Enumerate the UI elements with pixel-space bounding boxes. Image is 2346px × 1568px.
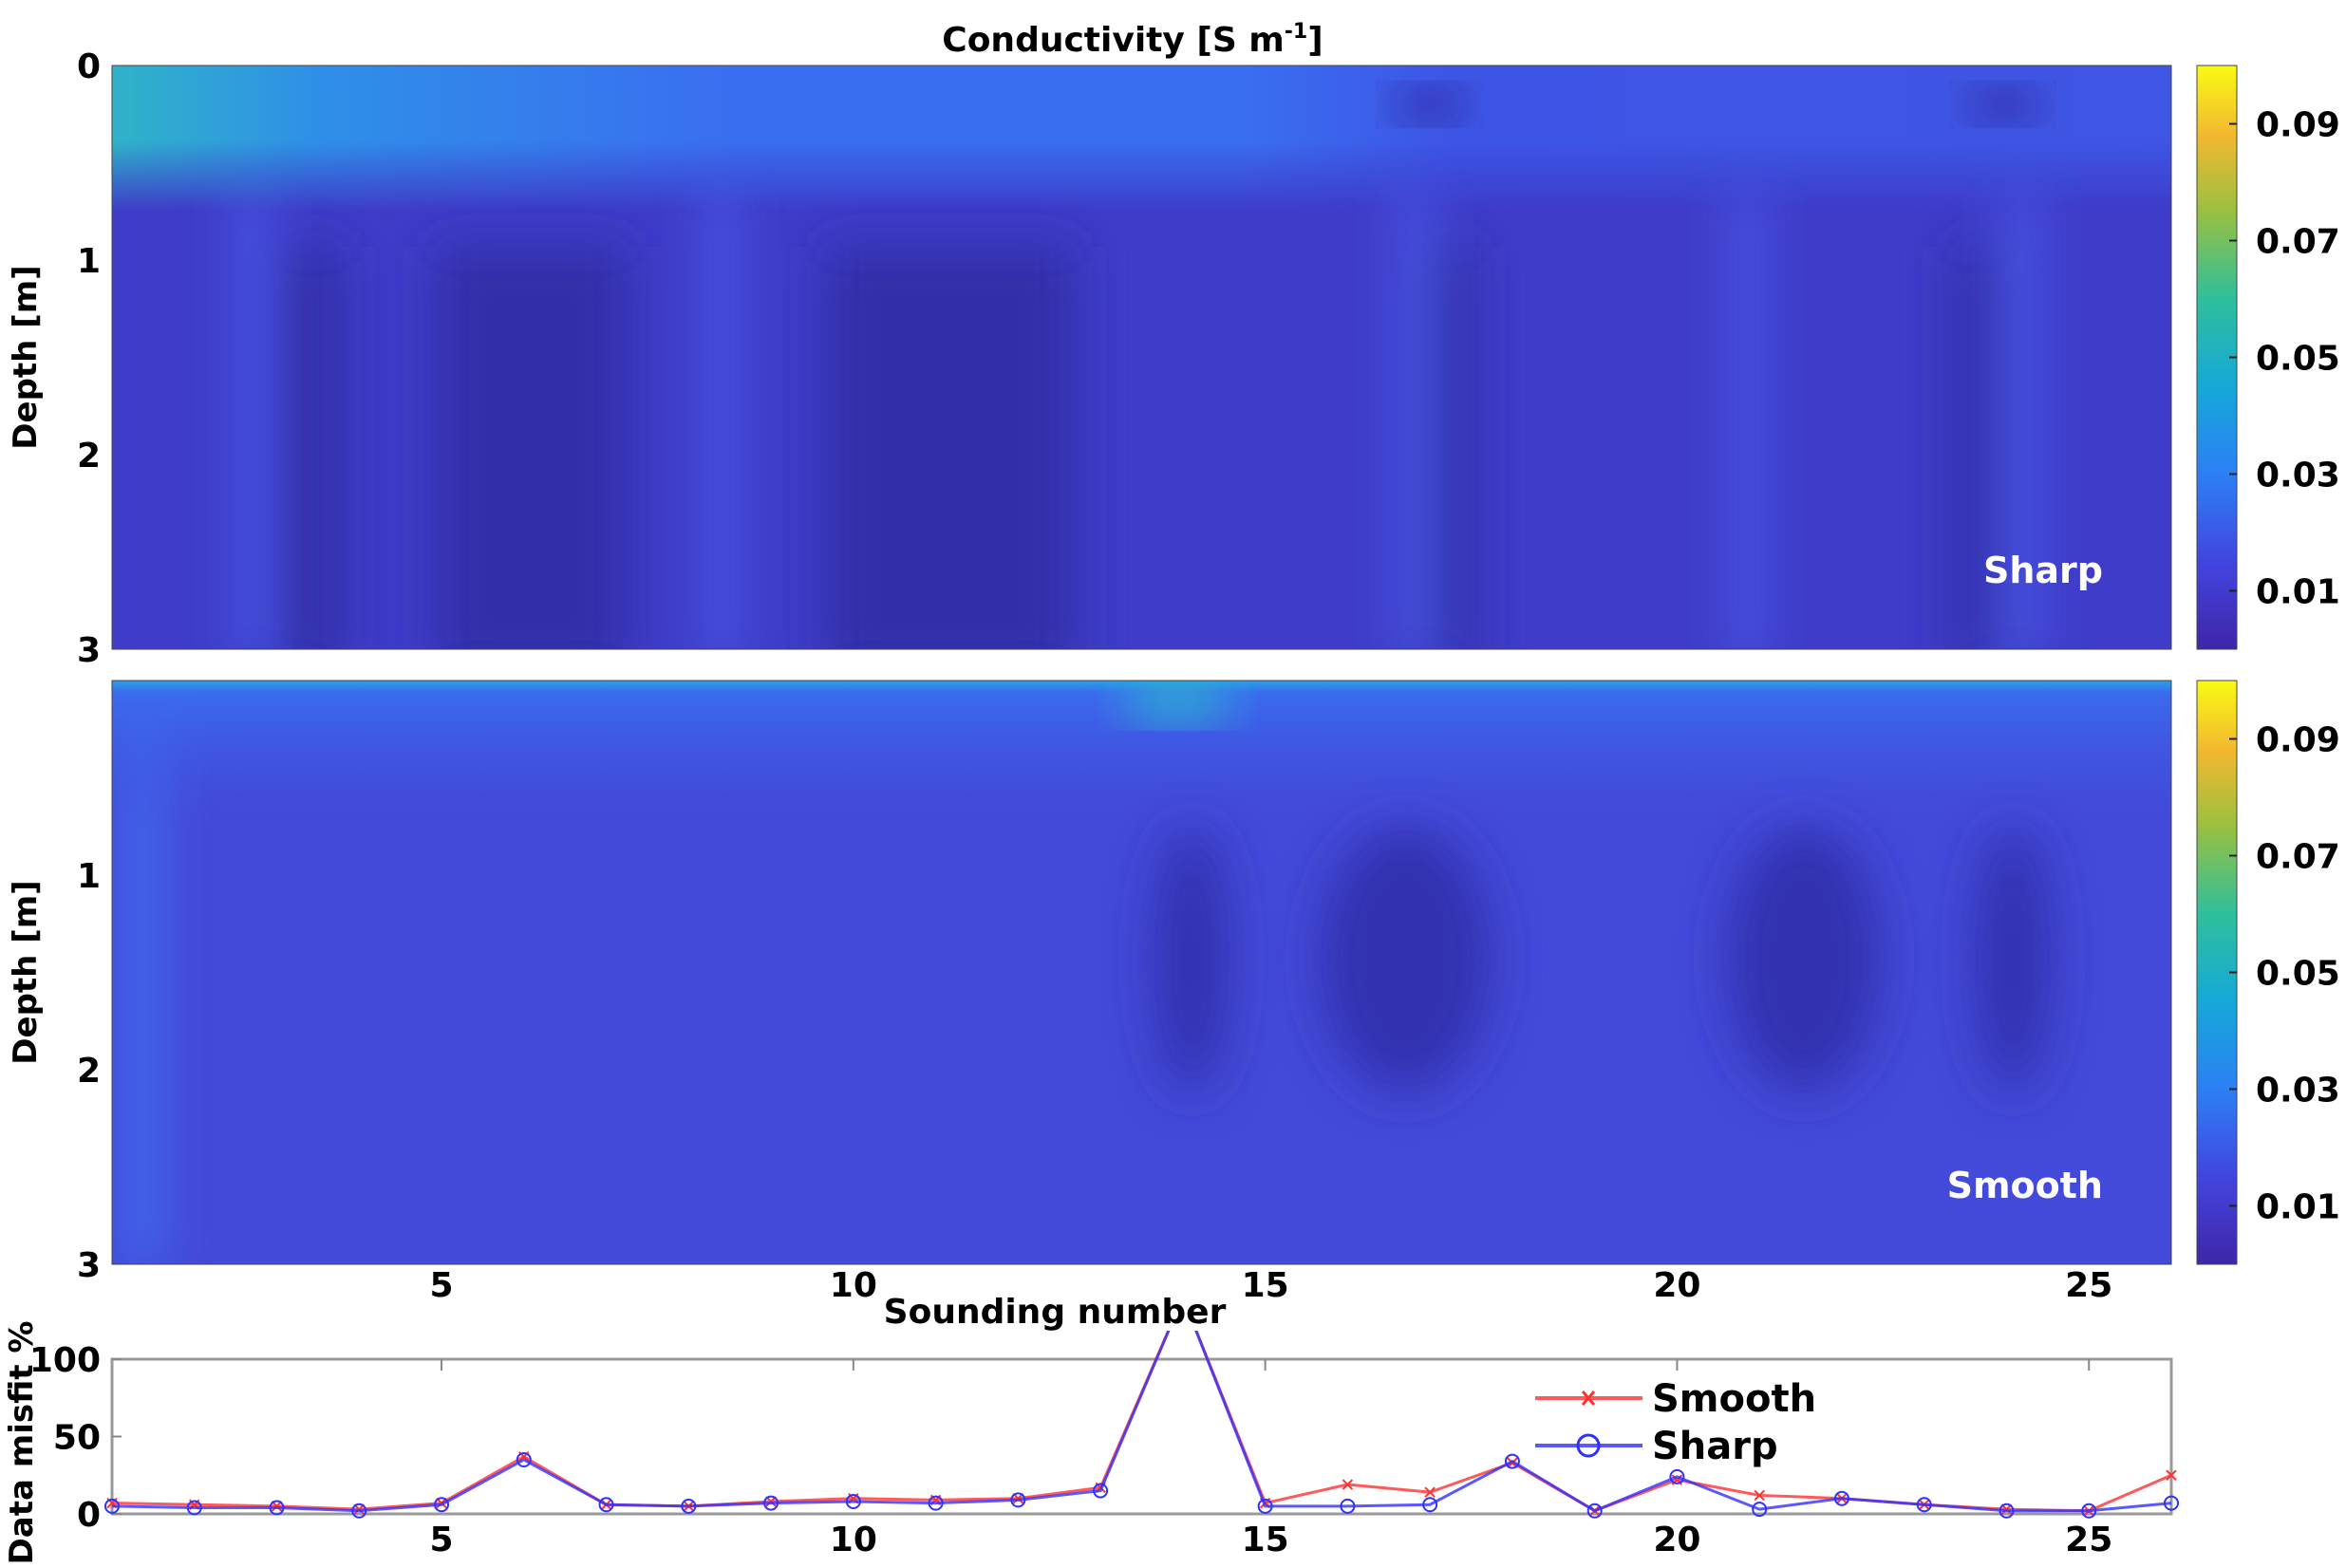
data-point-sharp: [1752, 1502, 1768, 1518]
heatmap-smooth: [112, 681, 2171, 1264]
y-tick-label: 0: [77, 47, 101, 86]
data-point-smooth: [2166, 1469, 2177, 1481]
y-axis-label: Depth [m]: [7, 265, 45, 449]
data-point-sharp: [269, 1500, 285, 1516]
legend-label-smooth: Smooth: [1652, 1377, 1816, 1421]
colorbar-tick-label: 0.03: [2256, 1072, 2340, 1111]
colorbar-tick-label: 0.07: [2256, 223, 2340, 262]
y-axis-label: Data misfit %: [3, 1321, 41, 1565]
y-tick-label: 0: [77, 1496, 101, 1535]
data-point-sharp: [598, 1497, 614, 1513]
data-point-smooth: [765, 1496, 777, 1507]
data-point-sharp: [845, 1493, 861, 1509]
y-tick-label: 100: [29, 1341, 101, 1380]
colorbar-tick-label: 0.05: [2256, 955, 2340, 994]
dark-region: [1975, 826, 2051, 1092]
data-point-smooth: [1424, 1486, 1436, 1498]
dark-region: [1154, 826, 1229, 1092]
heatmap-sharp: [112, 65, 2171, 649]
data-point-sharp: [1916, 1497, 1932, 1513]
colorbar-tick-label: 0.03: [2256, 457, 2340, 495]
legend-marker: [1581, 1391, 1596, 1406]
title-superscript: -1: [1285, 20, 1307, 44]
data-point-sharp: [351, 1503, 367, 1519]
plot-frame: [111, 65, 2172, 650]
y-axis-label: Depth [m]: [7, 880, 45, 1064]
y-tick-label: 2: [77, 437, 101, 476]
y-tick-label: 2: [77, 1052, 101, 1091]
x-axis-label: Sounding number: [884, 1293, 1227, 1332]
misfit-plot-frame: [110, 1357, 2173, 1516]
plot-frame: [111, 680, 2172, 1265]
x-tick-label: 25: [2065, 1521, 2112, 1559]
data-point-sharp: [516, 1451, 532, 1467]
colorbar-tick-label: 0.01: [2256, 573, 2340, 612]
data-point-sharp: [1422, 1497, 1438, 1513]
data-point-smooth: [1754, 1489, 1765, 1502]
colorbar-tick-label: 0.07: [2256, 838, 2340, 877]
legend-marker: [1576, 1433, 1601, 1458]
data-point-sharp: [1504, 1453, 1520, 1469]
data-point-smooth: [1012, 1492, 1024, 1504]
data-point-smooth: [353, 1503, 365, 1515]
data-point-sharp: [186, 1500, 202, 1516]
data-point-sharp: [1669, 1468, 1685, 1484]
x-tick-label: 10: [830, 1521, 877, 1559]
x-tick-label: 25: [2065, 1266, 2112, 1305]
data-point-sharp: [2081, 1503, 2097, 1519]
chart-title: Conductivity [S m-1]: [942, 20, 1323, 60]
y-tick-label: 3: [77, 631, 101, 670]
x-tick-label: 5: [430, 1266, 454, 1305]
y-tick-label: 3: [77, 1246, 101, 1285]
colorbar-tick-label: 0.05: [2256, 340, 2340, 379]
data-point-sharp: [763, 1495, 779, 1511]
colorbar-tick-label: 0.09: [2256, 106, 2340, 145]
data-point-sharp: [928, 1495, 944, 1511]
data-point-sharp: [2164, 1495, 2179, 1511]
x-tick-label: 10: [830, 1266, 877, 1305]
data-point-sharp: [1010, 1492, 1026, 1508]
title-close: ]: [1307, 21, 1323, 60]
panel-annotation: Smooth: [1947, 1165, 2103, 1206]
panel-annotation: Sharp: [1983, 550, 2103, 591]
series-line-sharp: [111, 1331, 2172, 1513]
y-tick-label: 50: [53, 1419, 101, 1458]
x-tick-label: 15: [1242, 1521, 1289, 1559]
x-tick-label: 20: [1653, 1266, 1700, 1305]
data-point-sharp: [434, 1497, 450, 1513]
colorbar-tick-label: 0.09: [2256, 721, 2340, 760]
colorbar-tick-label: 0.01: [2256, 1188, 2340, 1227]
x-tick-label: 5: [430, 1521, 454, 1559]
data-point-smooth: [2000, 1503, 2013, 1515]
x-tick-label: 15: [1242, 1266, 1289, 1305]
data-point-smooth: [271, 1501, 283, 1512]
data-point-sharp: [104, 1498, 120, 1514]
data-point-sharp: [1586, 1503, 1603, 1519]
legend-label-sharp: Sharp: [1652, 1425, 1778, 1468]
dark-region: [1728, 826, 1880, 1092]
data-point-sharp: [1833, 1490, 1849, 1506]
data-point-sharp: [681, 1498, 697, 1514]
misfit-lines: [104, 1331, 2179, 1519]
dark-region: [1320, 826, 1491, 1092]
data-point-sharp: [1257, 1498, 1273, 1514]
y-tick-label: 1: [77, 857, 101, 896]
data-point-sharp: [1340, 1498, 1356, 1514]
y-tick-label: 1: [77, 242, 101, 281]
data-point-sharp: [1093, 1483, 1109, 1499]
data-point-smooth: [1342, 1479, 1354, 1490]
x-tick-label: 20: [1653, 1521, 1700, 1559]
data-point-sharp: [1999, 1503, 2015, 1519]
